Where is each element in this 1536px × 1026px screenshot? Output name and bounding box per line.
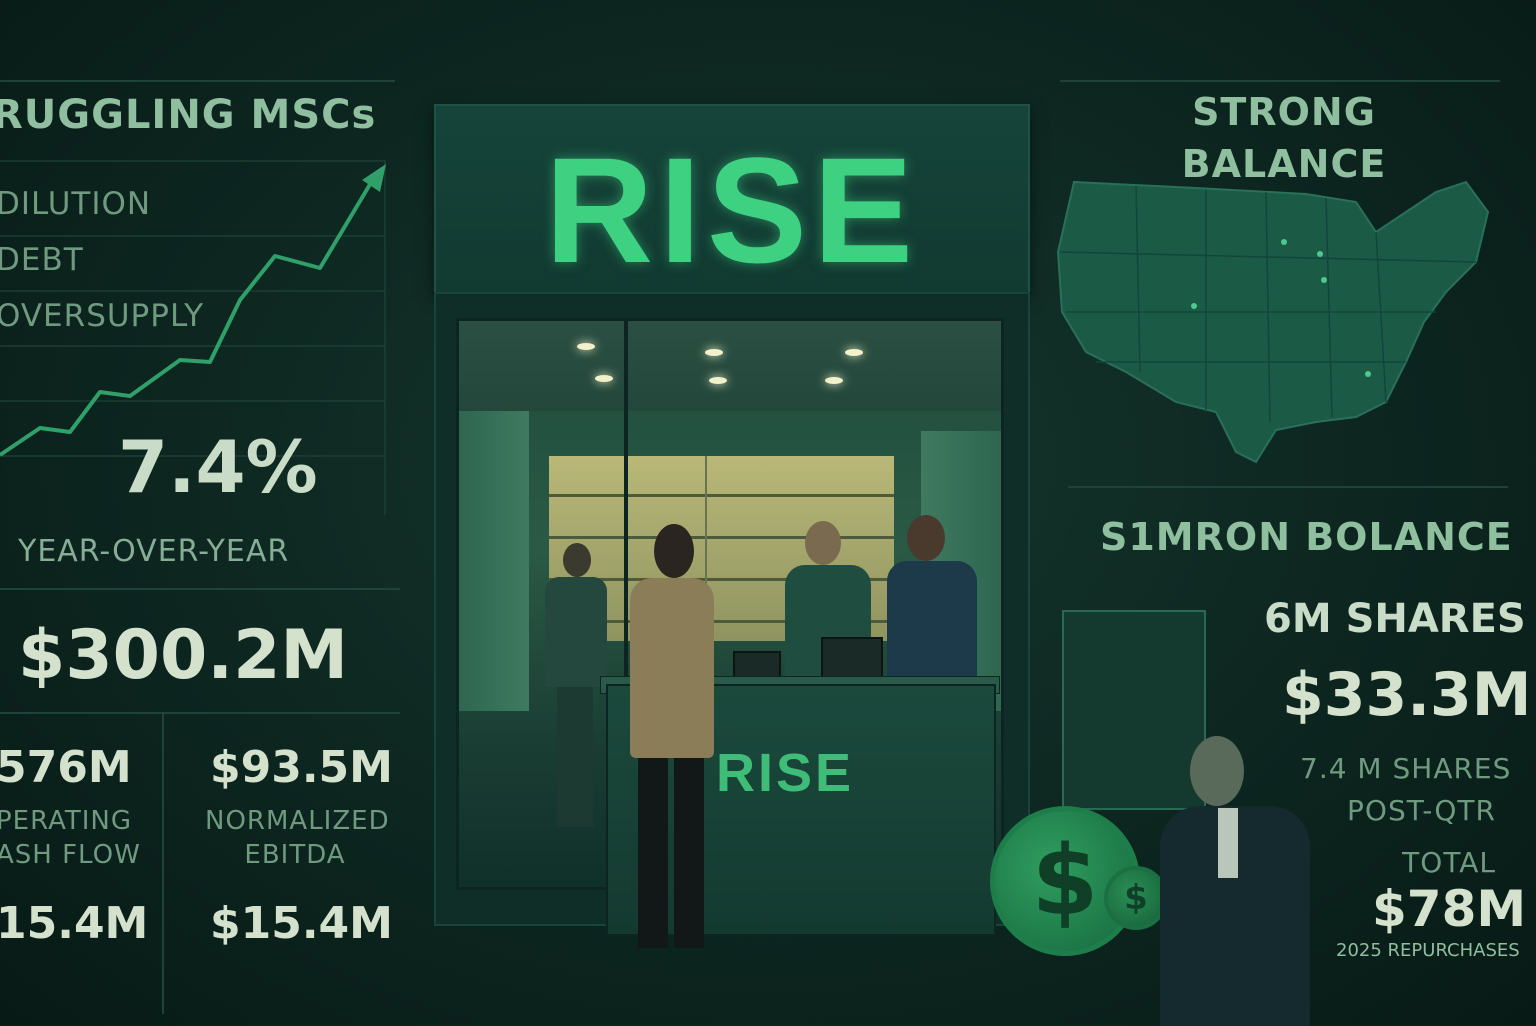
growth-arrow-icon: [0, 164, 386, 457]
growth-label: YEAR-OVER-YEAR: [18, 534, 290, 569]
ceiling-light-icon: [845, 349, 863, 356]
dollar-coin-small-icon: $: [1104, 866, 1168, 930]
ceiling-light-icon: [709, 377, 727, 384]
total-label: TOTAL: [1402, 846, 1496, 879]
store-sign: RISE: [434, 104, 1030, 294]
left-bottom-value-2: $15.4M: [210, 898, 393, 949]
divider: [0, 455, 385, 457]
repurchase-value: $33.3M: [1282, 660, 1532, 730]
left-panel-title: RUGGLING MSCs: [0, 92, 377, 138]
list-item-oversupply: OVERSUPPLY: [0, 298, 205, 334]
list-item-debt: DEBT: [0, 242, 84, 278]
revenue-value: $300.2M: [18, 616, 349, 695]
ceiling-light-icon: [705, 349, 723, 356]
window-frame: [624, 321, 628, 887]
post-quarter-shares: 7.4 M SHARES POST-QTR: [1300, 752, 1512, 827]
divider: [1068, 486, 1508, 488]
divider: [0, 160, 385, 162]
left-shelving: [459, 411, 529, 711]
repurchases-caption: 2025 REPURCHASES: [1336, 940, 1520, 961]
divider: [0, 588, 400, 590]
us-map-icon: [1056, 180, 1490, 464]
store-sign-text: RISE: [544, 126, 920, 294]
ceiling-light-icon: [577, 343, 595, 350]
operating-cash-flow-value: 576M: [0, 742, 132, 793]
divider: [162, 714, 164, 1014]
normalized-ebitda-value: $93.5M: [210, 742, 393, 793]
dollar-coin-icon: $: [990, 806, 1140, 956]
divider: [384, 160, 386, 515]
left-bottom-value-1: 15.4M: [0, 898, 149, 949]
operating-cash-flow-label: PERATING ASH FLOW: [0, 806, 141, 870]
total-repurchases-value: $78M: [1372, 880, 1527, 938]
shares-value: 6M SHARES: [1264, 596, 1526, 642]
divider: [0, 712, 400, 714]
list-item-dilution: DILUTION: [0, 186, 152, 222]
counter-sign: RISE: [716, 743, 855, 803]
normalized-ebitda-label: NORMALIZED EBITDA: [205, 806, 390, 870]
ceiling-light-icon: [825, 377, 843, 384]
divider: [1060, 80, 1500, 82]
divider: [0, 80, 395, 82]
balance-subtitle: S1MRON BOLANCE: [1100, 515, 1513, 559]
ceiling-light-icon: [595, 375, 613, 382]
divider: [0, 345, 385, 347]
trading-screen: [1062, 610, 1206, 810]
growth-percentage: 7.4%: [118, 425, 318, 509]
ceiling: [459, 321, 1001, 411]
divider: [0, 290, 385, 292]
divider: [0, 235, 385, 237]
divider: [0, 400, 385, 402]
